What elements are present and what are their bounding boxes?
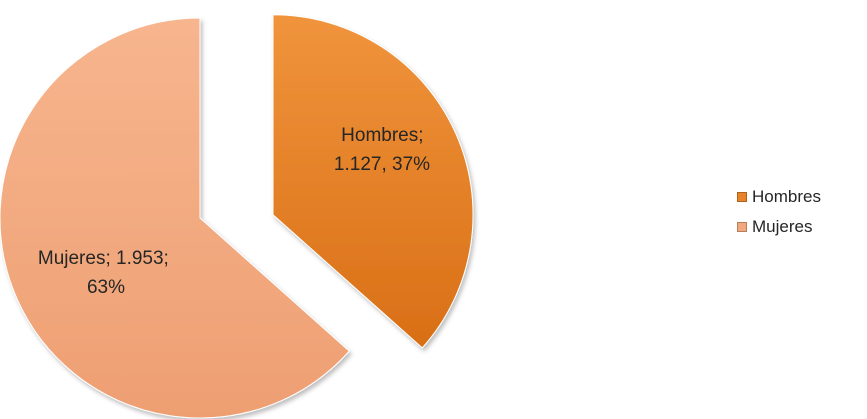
legend-label-hombres: Hombres	[752, 187, 821, 206]
pie-slice-hombres	[272, 14, 474, 349]
legend-label-mujeres: Mujeres	[752, 217, 813, 236]
slice-label-mujeres-line1: Mujeres; 1.953;	[38, 248, 169, 269]
legend-swatch-mujeres	[737, 222, 747, 232]
slice-label-hombres-line2: 1.127, 37%	[334, 154, 430, 175]
slice-label-mujeres: Mujeres; 1.953; 63%	[38, 248, 174, 298]
slice-label-hombres-line1: Hombres;	[341, 125, 423, 146]
slice-label-mujeres-line2: 63%	[87, 277, 125, 298]
legend-item-hombres: Hombres	[737, 182, 821, 212]
legend: Hombres Mujeres	[737, 182, 821, 242]
slice-label-hombres: Hombres; 1.127, 37%	[334, 125, 430, 175]
pie-slice-mujeres	[0, 17, 350, 419]
legend-swatch-hombres	[737, 192, 747, 202]
legend-item-mujeres: Mujeres	[737, 212, 821, 242]
